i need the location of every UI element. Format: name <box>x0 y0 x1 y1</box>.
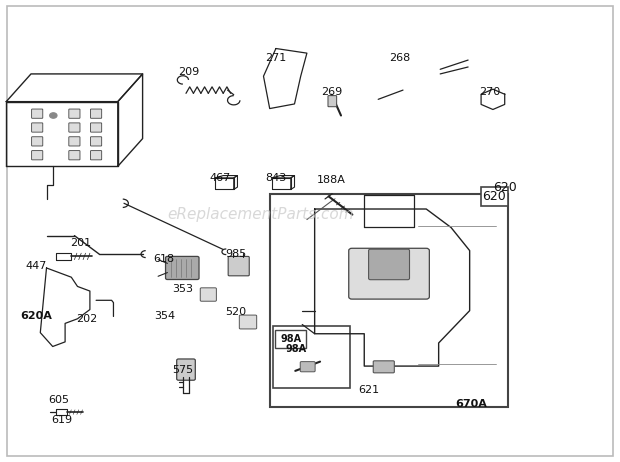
FancyBboxPatch shape <box>368 249 409 280</box>
Text: 98A: 98A <box>280 334 301 344</box>
Text: 621: 621 <box>358 385 379 395</box>
Text: 620: 620 <box>494 181 517 194</box>
Text: 843: 843 <box>265 173 286 183</box>
Text: 202: 202 <box>76 314 97 324</box>
FancyBboxPatch shape <box>373 361 394 373</box>
FancyBboxPatch shape <box>69 151 80 160</box>
Text: 620A: 620A <box>20 311 52 322</box>
Text: 619: 619 <box>51 415 73 426</box>
FancyBboxPatch shape <box>300 362 315 372</box>
Bar <box>480 187 508 206</box>
Text: 270: 270 <box>479 87 500 97</box>
FancyBboxPatch shape <box>328 96 337 107</box>
Circle shape <box>50 113 57 118</box>
Text: 605: 605 <box>48 395 69 405</box>
FancyBboxPatch shape <box>32 137 43 146</box>
Text: 268: 268 <box>389 53 410 63</box>
Text: 269: 269 <box>321 87 342 97</box>
FancyBboxPatch shape <box>228 256 249 276</box>
Text: 447: 447 <box>25 261 46 271</box>
Text: eReplacementParts.com: eReplacementParts.com <box>167 207 354 222</box>
Text: 353: 353 <box>172 284 193 294</box>
FancyBboxPatch shape <box>239 315 257 329</box>
Text: 209: 209 <box>179 67 200 77</box>
Bar <box>270 194 508 407</box>
Bar <box>275 330 306 348</box>
FancyBboxPatch shape <box>177 359 195 380</box>
Text: 354: 354 <box>154 311 175 322</box>
Bar <box>273 326 350 388</box>
Text: 188A: 188A <box>317 175 346 185</box>
Text: 575: 575 <box>172 365 193 375</box>
Text: 201: 201 <box>70 237 91 248</box>
FancyBboxPatch shape <box>69 123 80 132</box>
FancyBboxPatch shape <box>166 256 199 280</box>
FancyBboxPatch shape <box>69 109 80 118</box>
Text: 620: 620 <box>482 190 507 203</box>
Text: 98A: 98A <box>286 344 307 354</box>
FancyBboxPatch shape <box>200 288 216 301</box>
FancyBboxPatch shape <box>91 151 102 160</box>
FancyBboxPatch shape <box>348 248 429 299</box>
FancyBboxPatch shape <box>32 123 43 132</box>
Text: 670A: 670A <box>455 399 487 409</box>
FancyBboxPatch shape <box>32 109 43 118</box>
FancyBboxPatch shape <box>91 123 102 132</box>
Text: 985: 985 <box>225 249 246 259</box>
Text: 520: 520 <box>225 307 246 317</box>
FancyBboxPatch shape <box>69 137 80 146</box>
Text: 271: 271 <box>265 53 286 63</box>
Text: 467: 467 <box>210 173 231 183</box>
FancyBboxPatch shape <box>91 137 102 146</box>
Text: 618: 618 <box>154 254 175 264</box>
FancyBboxPatch shape <box>32 151 43 160</box>
FancyBboxPatch shape <box>91 109 102 118</box>
